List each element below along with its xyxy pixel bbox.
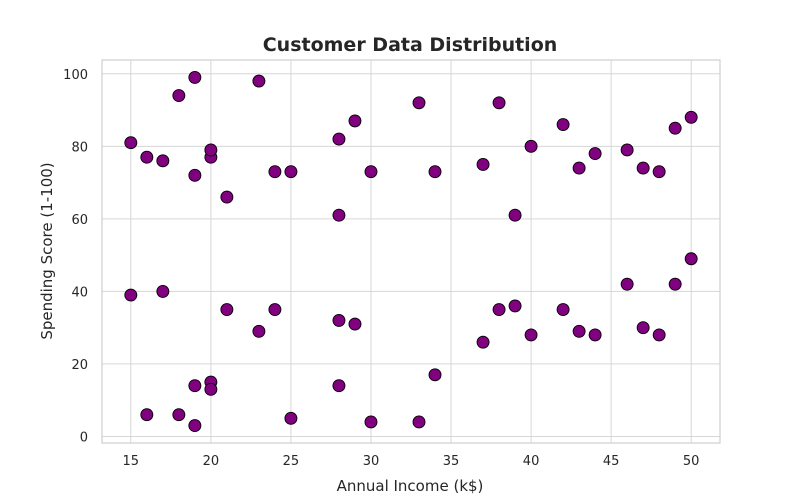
data-point bbox=[428, 368, 442, 382]
data-point bbox=[524, 328, 538, 342]
y-tick-label: 40 bbox=[71, 285, 88, 300]
data-point bbox=[492, 303, 506, 316]
y-tick-label: 0 bbox=[80, 430, 88, 445]
data-point bbox=[348, 317, 362, 331]
data-point bbox=[428, 165, 442, 179]
x-tick-label: 30 bbox=[363, 454, 380, 469]
data-point bbox=[636, 321, 650, 335]
data-point bbox=[508, 208, 522, 222]
x-tick-label: 50 bbox=[683, 454, 700, 469]
data-point bbox=[556, 118, 570, 132]
data-point bbox=[636, 161, 650, 175]
data-point bbox=[668, 277, 682, 291]
y-tick-label: 100 bbox=[63, 68, 88, 83]
data-point bbox=[188, 419, 202, 433]
x-axis-label: Annual Income (k$) bbox=[337, 477, 484, 495]
data-point bbox=[124, 136, 138, 150]
data-point bbox=[556, 303, 570, 316]
data-point bbox=[652, 165, 666, 179]
x-axis-ticks: 15 20 25 30 35 40 45 50 bbox=[123, 454, 700, 469]
data-point bbox=[620, 143, 634, 157]
data-point bbox=[652, 328, 666, 342]
y-axis-ticks: 0 20 40 60 80 100 bbox=[63, 68, 88, 446]
data-point bbox=[572, 161, 586, 175]
x-tick-label: 15 bbox=[123, 454, 140, 469]
plot-frame bbox=[101, 59, 721, 444]
data-point bbox=[188, 168, 202, 182]
y-axis-label: Spending Score (1-100) bbox=[38, 162, 56, 339]
y-tick-label: 60 bbox=[71, 213, 88, 228]
data-point bbox=[172, 408, 186, 422]
data-point bbox=[156, 284, 170, 298]
data-point bbox=[684, 110, 698, 124]
data-point bbox=[364, 415, 378, 429]
data-point bbox=[268, 303, 282, 316]
data-point bbox=[332, 313, 346, 327]
x-tick-label: 25 bbox=[283, 454, 300, 469]
chart-title: Customer Data Distribution bbox=[263, 34, 558, 56]
data-point bbox=[268, 165, 282, 179]
data-point bbox=[252, 324, 266, 338]
data-point bbox=[124, 288, 138, 302]
data-point bbox=[332, 132, 346, 146]
data-point bbox=[588, 147, 602, 161]
data-point bbox=[332, 379, 346, 393]
data-point bbox=[412, 415, 426, 429]
data-point bbox=[252, 74, 266, 88]
data-point bbox=[668, 121, 682, 135]
data-point bbox=[204, 143, 218, 157]
grid bbox=[102, 60, 720, 443]
y-tick-label: 20 bbox=[71, 358, 88, 373]
data-point bbox=[524, 139, 538, 153]
data-point bbox=[492, 96, 506, 110]
data-point bbox=[140, 408, 154, 422]
data-point bbox=[204, 382, 218, 396]
data-point bbox=[572, 324, 586, 338]
data-point bbox=[172, 89, 186, 102]
x-tick-label: 35 bbox=[443, 454, 460, 469]
data-point bbox=[220, 303, 234, 316]
data-point bbox=[364, 165, 378, 179]
data-point bbox=[156, 154, 170, 168]
x-tick-label: 45 bbox=[603, 454, 620, 469]
data-point bbox=[220, 190, 234, 204]
data-point bbox=[476, 158, 490, 171]
data-point bbox=[508, 299, 522, 313]
data-points bbox=[124, 70, 698, 433]
data-point bbox=[188, 70, 202, 84]
data-point bbox=[284, 411, 298, 425]
data-point bbox=[588, 328, 602, 342]
y-tick-label: 80 bbox=[71, 140, 88, 155]
data-point bbox=[476, 335, 490, 349]
data-point bbox=[188, 379, 202, 393]
data-point bbox=[684, 252, 698, 266]
data-point bbox=[332, 208, 346, 222]
data-point bbox=[620, 277, 634, 291]
data-point bbox=[140, 150, 154, 164]
data-point bbox=[348, 114, 362, 128]
data-point bbox=[412, 96, 426, 110]
x-tick-label: 40 bbox=[523, 454, 540, 469]
x-tick-label: 20 bbox=[203, 454, 220, 469]
data-point bbox=[284, 165, 298, 179]
